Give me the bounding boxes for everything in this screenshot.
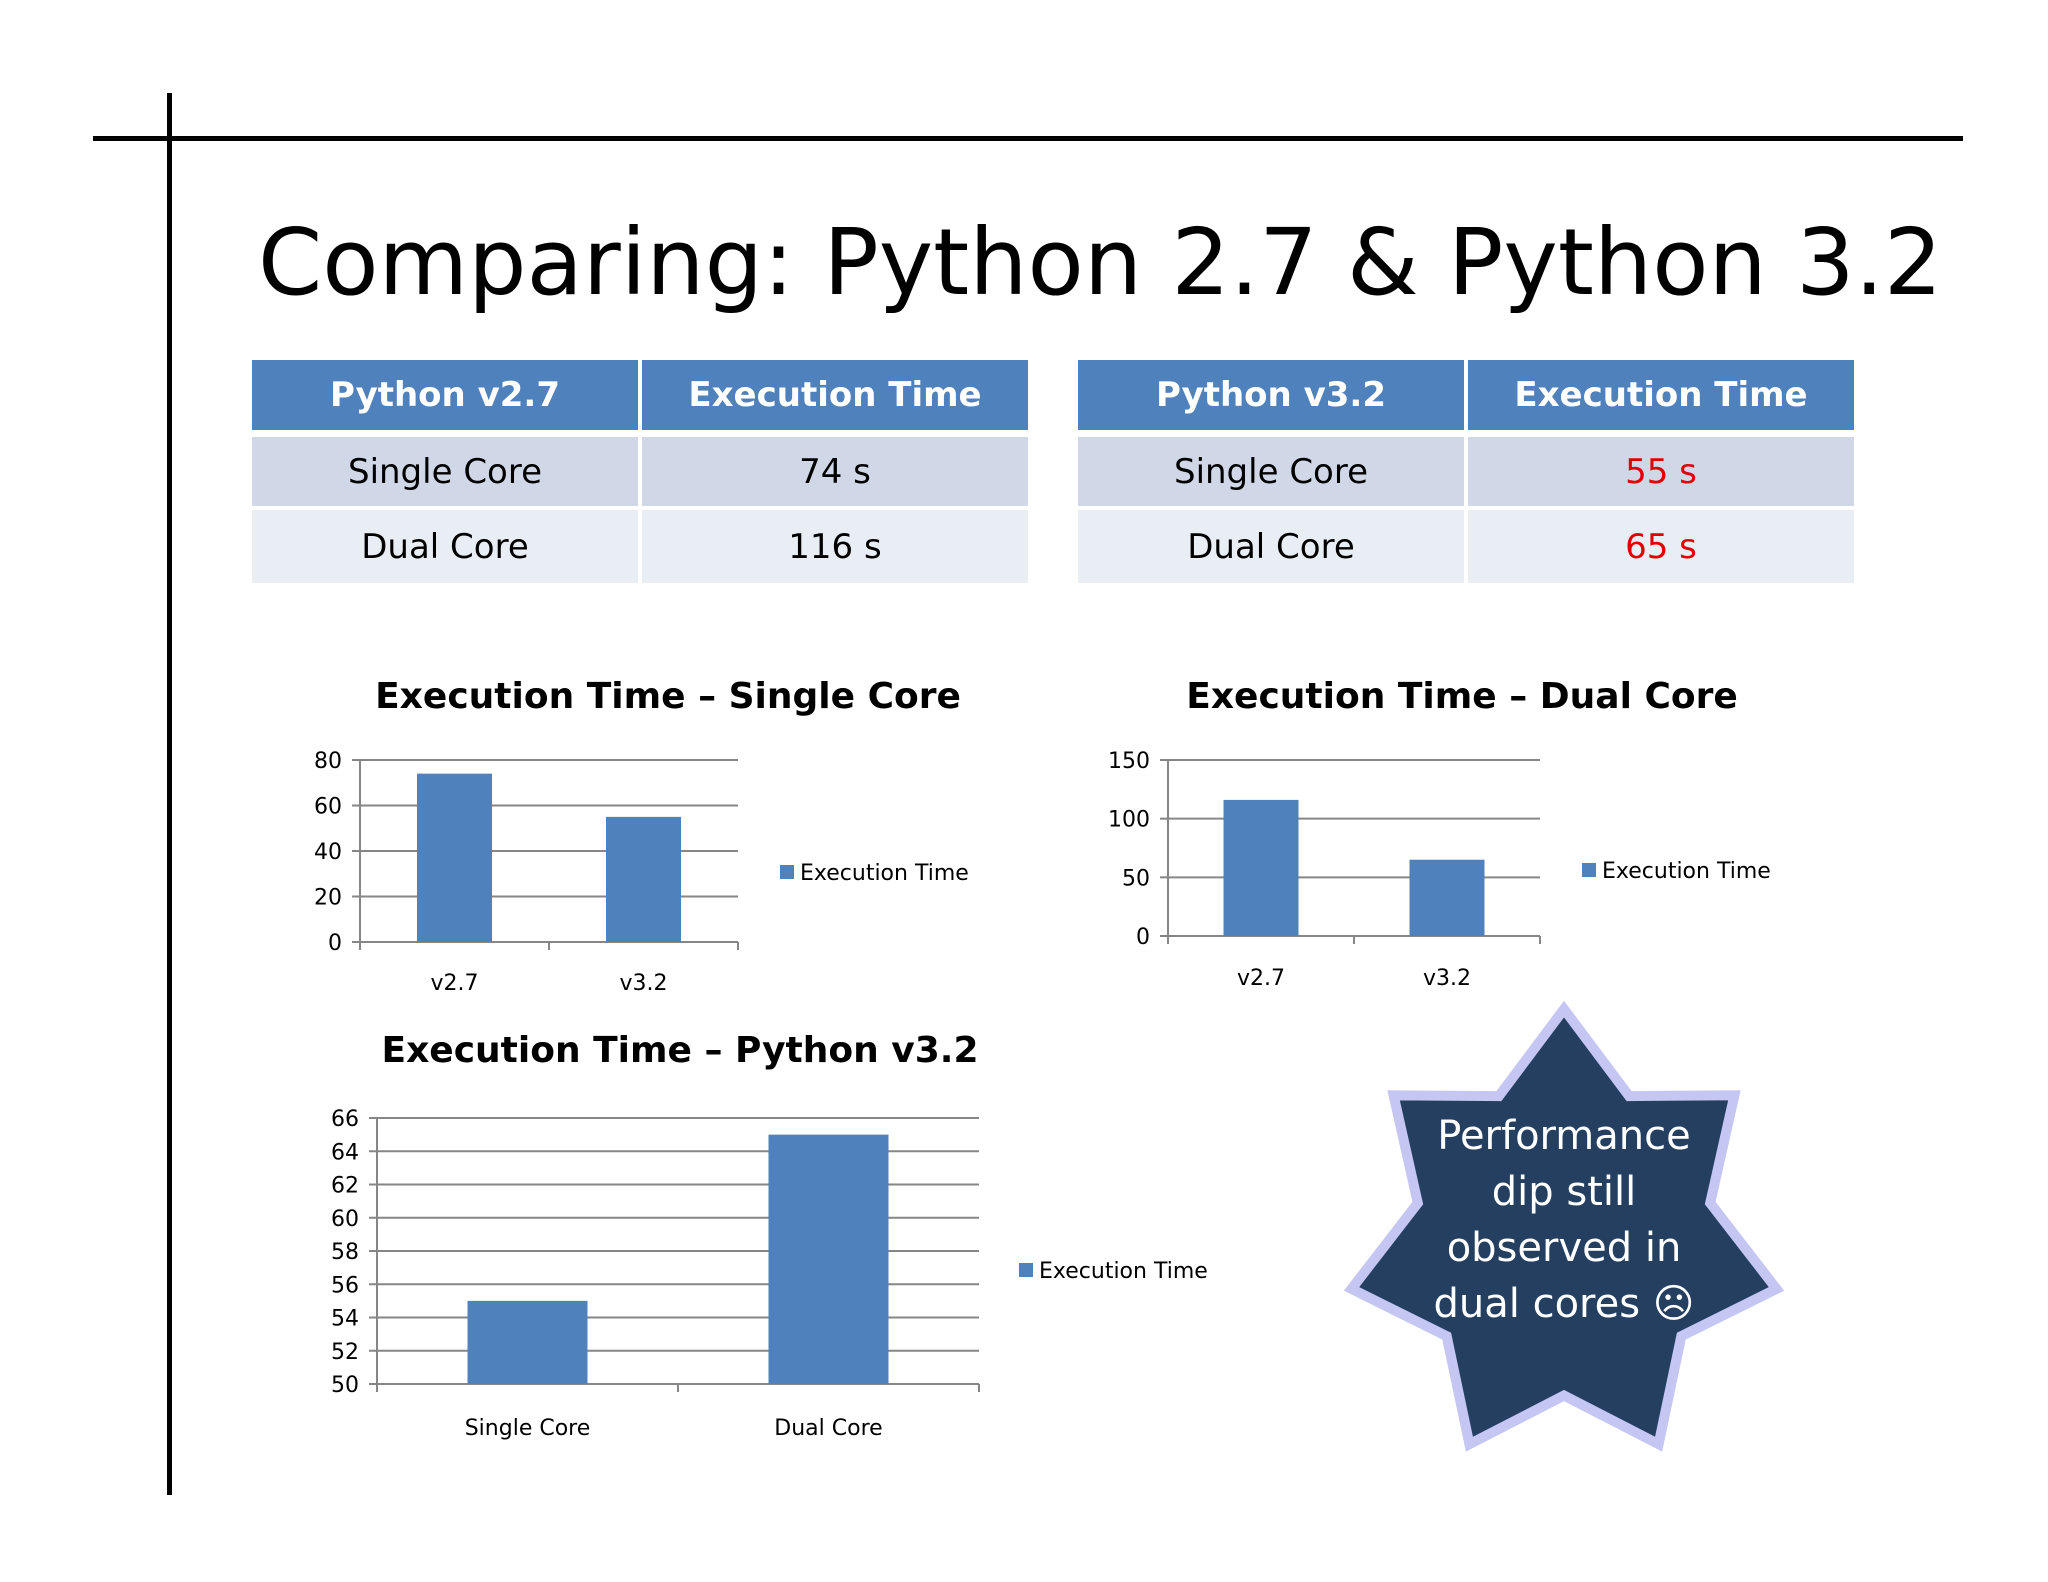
table-row: Single Core 55 s: [1078, 437, 1854, 510]
x-tick-label: v3.2: [1423, 966, 1471, 991]
y-tick-label: 54: [331, 1307, 359, 1332]
y-tick-label: 20: [314, 886, 342, 911]
left-rule: [167, 93, 172, 1495]
table-cell: Single Core: [252, 437, 642, 510]
chart-python32: Execution Time – Python v3.2 50 52 54 56 58 60…: [300, 1018, 1250, 1458]
chart-svg: Execution Time – Python v3.2 50 52 54 56 58 60…: [331, 1030, 1208, 1441]
y-tick-label: 0: [1136, 925, 1150, 950]
bar: [467, 1300, 588, 1384]
table-header: Execution Time: [1468, 360, 1854, 437]
y-tick-label: 100: [1108, 808, 1150, 833]
y-tick-label: 60: [314, 795, 342, 820]
y-tick-label: 62: [331, 1174, 359, 1199]
bar: [768, 1134, 889, 1384]
y-tick-label: 40: [314, 840, 342, 865]
chart-title: Execution Time – Dual Core: [1186, 676, 1738, 717]
table-header: Python v2.7: [252, 360, 642, 437]
python32-table: Python v3.2 Execution Time Single Core 5…: [1078, 360, 1854, 583]
y-tick-label: 56: [331, 1273, 359, 1298]
callout-line: dip still: [1491, 1169, 1637, 1215]
y-tick-label: 150: [1108, 749, 1150, 774]
slide-title: Comparing: Python 2.7 & Python 3.2: [258, 209, 1943, 316]
y-tick-label: 50: [1122, 866, 1150, 891]
bar: [1223, 799, 1299, 936]
table-header: Execution Time: [642, 360, 1028, 437]
legend-label: Execution Time: [1602, 859, 1771, 884]
callout-line: observed in: [1446, 1225, 1682, 1271]
y-tick-label: 58: [331, 1240, 359, 1265]
table-cell-highlight: 55 s: [1468, 437, 1854, 510]
callout-line: Performance: [1437, 1113, 1691, 1159]
legend-marker: [1019, 1263, 1033, 1277]
y-tick-label: 52: [331, 1340, 359, 1365]
chart-svg: Execution Time – Single Core 0 20 40 60 80 v2.…: [314, 676, 969, 996]
y-tick-label: 50: [331, 1373, 359, 1398]
y-tick-label: 66: [331, 1107, 359, 1132]
y-tick-label: 80: [314, 749, 342, 774]
python27-table: Python v2.7 Execution Time Single Core 7…: [252, 360, 1028, 583]
legend-marker: [1582, 863, 1596, 877]
chart-single-core: Execution Time – Single Core 0 20 40 60 80 v2.…: [280, 660, 1000, 1020]
x-tick-label: Dual Core: [774, 1416, 882, 1441]
callout-text: Performance dip still observed in dual c…: [1282, 1108, 1846, 1332]
table-cell: 74 s: [642, 437, 1028, 510]
top-rule: [93, 136, 1963, 141]
table-cell: 116 s: [642, 510, 1028, 583]
y-tick-label: 0: [328, 931, 342, 956]
x-tick-label: v3.2: [619, 971, 667, 996]
table-header: Python v3.2: [1078, 360, 1468, 437]
legend-marker: [780, 865, 794, 879]
table-cell-highlight: 65 s: [1468, 510, 1854, 583]
x-tick-label: v2.7: [430, 971, 478, 996]
table-cell: Single Core: [1078, 437, 1468, 510]
legend-label: Execution Time: [1039, 1259, 1208, 1284]
chart-svg: Execution Time – Dual Core 0 50 100 150 v2.7 v…: [1108, 676, 1771, 991]
bar: [1409, 859, 1485, 936]
table-cell: Dual Core: [252, 510, 642, 583]
legend-label: Execution Time: [800, 861, 969, 886]
y-tick-label: 60: [331, 1207, 359, 1232]
bar: [606, 816, 681, 942]
x-tick-label: v2.7: [1237, 966, 1285, 991]
x-tick-label: Single Core: [465, 1416, 591, 1441]
y-tick-label: 64: [331, 1140, 359, 1165]
table-row: Single Core 74 s: [252, 437, 1028, 510]
bar: [417, 773, 492, 942]
chart-title: Execution Time – Single Core: [375, 676, 961, 717]
star-shape-icon: [1343, 1000, 1785, 1452]
callout-star: Performance dip still observed in dual c…: [1282, 1000, 1846, 1462]
table-row: Dual Core 65 s: [1078, 510, 1854, 583]
callout-line: dual cores ☹: [1433, 1281, 1695, 1327]
chart-title: Execution Time – Python v3.2: [381, 1030, 978, 1071]
table-row: Dual Core 116 s: [252, 510, 1028, 583]
chart-dual-core: Execution Time – Dual Core 0 50 100 150 v2.7 v…: [1090, 660, 1810, 1020]
table-cell: Dual Core: [1078, 510, 1468, 583]
star-polygon: [1343, 1000, 1785, 1452]
